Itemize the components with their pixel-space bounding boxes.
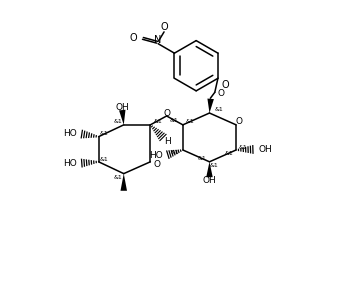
Polygon shape [206,162,213,177]
Text: HO: HO [63,159,77,168]
Polygon shape [207,99,214,113]
Text: &1: &1 [186,119,195,124]
Text: &1: &1 [171,151,179,155]
Text: O: O [218,89,225,98]
Text: OH: OH [258,145,272,154]
Text: &1: &1 [210,163,219,168]
Text: O: O [160,22,168,31]
Text: &1: &1 [113,175,122,180]
Text: &1: &1 [215,107,223,112]
Polygon shape [119,110,126,125]
Text: &1: &1 [198,156,206,161]
Polygon shape [120,174,127,191]
Text: O: O [154,160,161,169]
Text: OH: OH [203,176,216,185]
Text: H: H [164,137,171,146]
Text: &1: &1 [113,119,122,124]
Text: &1: &1 [224,151,233,156]
Text: &1: &1 [100,157,109,162]
Text: &1: &1 [170,118,179,123]
Text: O: O [130,33,137,43]
Text: &1: &1 [239,145,248,149]
Text: HO: HO [149,151,163,160]
Text: O: O [163,109,170,118]
Text: &1: &1 [154,119,163,124]
Text: O: O [236,117,243,126]
Text: O: O [222,80,229,90]
Text: HO: HO [63,129,77,138]
Text: &1: &1 [100,131,109,136]
Text: N: N [155,35,162,45]
Text: OH: OH [116,103,129,112]
